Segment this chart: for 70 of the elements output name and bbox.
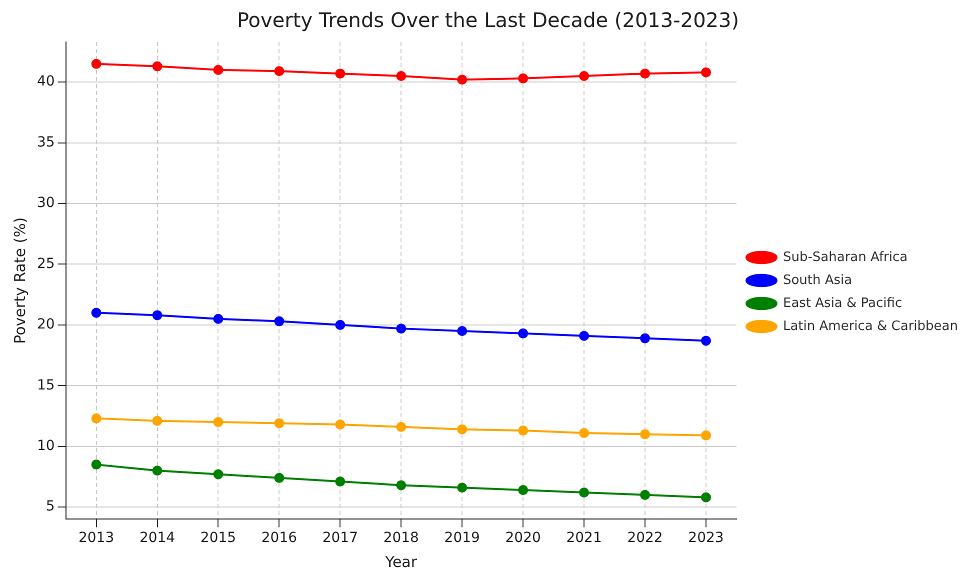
x-tick-label: 2020 bbox=[505, 530, 541, 546]
point bbox=[213, 469, 224, 480]
point bbox=[335, 419, 346, 430]
point bbox=[396, 71, 406, 81]
y-tick-label: 40 bbox=[36, 74, 55, 90]
point bbox=[457, 424, 468, 434]
point bbox=[213, 417, 224, 428]
point bbox=[518, 485, 528, 496]
x-tick-label: 2014 bbox=[139, 530, 176, 546]
legend-label: Latin America & Caribbean bbox=[782, 318, 958, 334]
x-tick-label: 2022 bbox=[627, 530, 663, 546]
y-tick-label: 35 bbox=[36, 134, 55, 150]
y-tick-label: 30 bbox=[36, 195, 55, 212]
chart-title: Poverty Trends Over the Last Decade (2013-2023) bbox=[236, 8, 740, 32]
y-tick-label: 5 bbox=[46, 498, 55, 515]
point bbox=[396, 324, 406, 334]
x-tick-label: 2019 bbox=[444, 530, 480, 546]
point bbox=[396, 480, 406, 490]
y-tick-label: 25 bbox=[36, 256, 55, 272]
y-axis-title: Poverty Rate (%) bbox=[10, 217, 29, 344]
point bbox=[335, 476, 346, 487]
point bbox=[579, 330, 590, 341]
point bbox=[457, 482, 468, 493]
point bbox=[152, 466, 162, 476]
point bbox=[91, 58, 102, 69]
point bbox=[91, 413, 102, 424]
point bbox=[640, 333, 650, 344]
x-tick-label: 2018 bbox=[383, 530, 419, 546]
point bbox=[640, 429, 650, 440]
point bbox=[91, 308, 102, 318]
point bbox=[518, 426, 528, 436]
point bbox=[274, 418, 284, 428]
point bbox=[152, 61, 162, 72]
point bbox=[274, 66, 284, 76]
x-tick-label: 2013 bbox=[78, 530, 114, 546]
point bbox=[518, 328, 528, 338]
legend-label: East Asia & Pacific bbox=[782, 296, 902, 311]
legend-label: Sub-Saharan Africa bbox=[782, 250, 908, 265]
point bbox=[579, 71, 590, 81]
point bbox=[640, 68, 650, 79]
x-tick-label: 2017 bbox=[322, 530, 358, 546]
y-tick-label: 15 bbox=[36, 377, 55, 394]
point bbox=[213, 314, 224, 324]
point bbox=[700, 336, 711, 346]
x-axis-title: Year bbox=[384, 552, 418, 571]
x-tick-label: 2015 bbox=[200, 530, 236, 546]
point bbox=[518, 73, 528, 84]
legend-label: South Asia bbox=[782, 272, 852, 288]
point bbox=[152, 416, 162, 426]
point bbox=[457, 74, 468, 85]
point bbox=[335, 68, 346, 79]
y-tick-label: 20 bbox=[36, 316, 55, 333]
point bbox=[91, 460, 102, 470]
x-tick-label: 2023 bbox=[688, 530, 724, 546]
point bbox=[457, 326, 468, 336]
x-tick-label: 2021 bbox=[566, 530, 602, 546]
point bbox=[640, 490, 650, 500]
y-tick-label: 10 bbox=[36, 438, 55, 454]
point bbox=[274, 316, 284, 326]
point bbox=[396, 422, 406, 432]
point bbox=[700, 492, 711, 502]
point bbox=[579, 487, 590, 498]
point bbox=[700, 430, 711, 440]
point bbox=[274, 472, 284, 483]
point bbox=[700, 67, 711, 78]
point bbox=[335, 320, 346, 330]
point bbox=[213, 64, 224, 75]
point bbox=[152, 310, 162, 320]
point bbox=[579, 428, 590, 438]
x-tick-label: 2016 bbox=[261, 530, 298, 546]
